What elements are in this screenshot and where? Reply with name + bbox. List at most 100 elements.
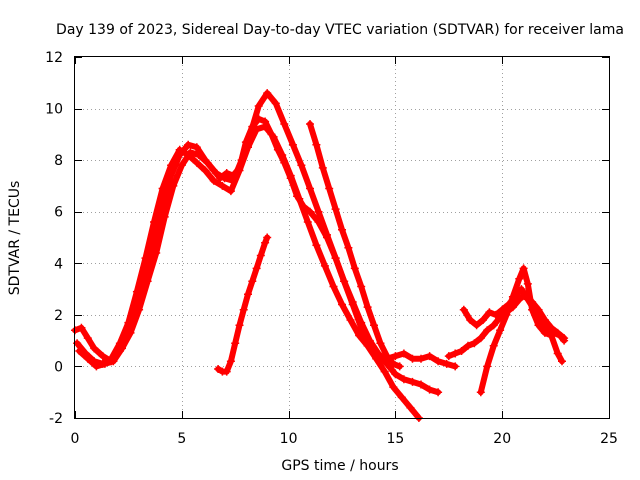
data-point-marker xyxy=(389,359,398,368)
data-point-marker xyxy=(306,120,314,128)
data-point-marker xyxy=(425,352,434,361)
data-point-marker xyxy=(547,323,556,332)
data-point-marker xyxy=(90,344,99,353)
data-point-marker xyxy=(312,241,321,250)
x-tick-label: 5 xyxy=(177,431,186,447)
data-point-marker xyxy=(220,174,229,183)
data-point-marker xyxy=(485,308,494,317)
data-point-marker xyxy=(344,243,353,252)
data-point-marker xyxy=(389,383,398,392)
series-line-arc-d xyxy=(215,234,271,375)
series-arc-e xyxy=(306,120,404,371)
data-point-marker xyxy=(141,254,150,263)
data-point-marker xyxy=(515,295,524,304)
data-point-marker xyxy=(246,130,255,139)
data-point-marker xyxy=(380,367,389,376)
data-point-marker xyxy=(464,341,472,350)
data-point-marker xyxy=(325,184,334,193)
data-point-marker xyxy=(560,334,569,343)
data-point-marker xyxy=(214,365,223,373)
data-point-marker xyxy=(184,140,193,149)
data-point-marker xyxy=(126,328,135,337)
data-point-marker xyxy=(256,251,265,260)
data-point-marker xyxy=(489,341,498,350)
data-point-marker xyxy=(150,218,158,226)
data-point-marker xyxy=(406,403,415,412)
data-point-marker xyxy=(451,362,460,371)
data-point-marker xyxy=(222,169,231,177)
data-point-marker xyxy=(442,359,451,368)
data-point-marker xyxy=(457,347,466,355)
y-tick-labels: -2 0 2 4 6 8 10 12 xyxy=(45,50,63,427)
data-point-marker xyxy=(397,393,406,402)
data-point-marker xyxy=(399,349,408,358)
data-point-marker xyxy=(239,305,248,314)
data-point-marker xyxy=(109,357,118,366)
x-tick-label: 10 xyxy=(280,431,298,447)
data-point-marker xyxy=(295,194,304,203)
data-point-marker xyxy=(175,145,184,154)
y-tick-label: 12 xyxy=(45,50,63,66)
data-point-marker xyxy=(118,344,126,353)
y-tick-label: 0 xyxy=(54,359,63,375)
x-tick-label: 25 xyxy=(600,431,618,447)
data-point-marker xyxy=(192,158,201,167)
data-point-marker xyxy=(226,187,235,196)
series-layer xyxy=(71,89,569,422)
data-point-marker xyxy=(502,310,511,319)
data-point-marker xyxy=(98,352,107,361)
data-point-marker xyxy=(553,349,562,358)
series-arc-c xyxy=(75,89,443,397)
data-point-marker xyxy=(329,282,338,291)
data-point-marker xyxy=(278,151,287,159)
data-point-marker xyxy=(519,264,528,273)
data-point-marker xyxy=(132,287,141,296)
data-point-marker xyxy=(261,122,270,131)
data-point-marker xyxy=(167,161,176,170)
data-point-marker xyxy=(376,339,385,348)
data-point-marker xyxy=(348,298,357,306)
y-axis-label: SDTVAR / TECUs xyxy=(7,181,23,296)
series-arc-b xyxy=(73,122,423,422)
data-point-marker xyxy=(303,218,312,226)
data-point-marker xyxy=(288,140,297,149)
data-point-marker xyxy=(391,352,400,361)
y-tick-label: 6 xyxy=(54,205,63,221)
data-point-marker xyxy=(338,225,346,234)
data-point-marker xyxy=(357,282,366,291)
y-tick-label: -2 xyxy=(49,411,63,427)
data-point-marker xyxy=(523,279,532,288)
data-point-marker xyxy=(75,347,84,355)
data-point-marker xyxy=(209,176,218,185)
data-point-marker xyxy=(169,181,178,190)
data-point-marker xyxy=(534,321,543,330)
data-point-marker xyxy=(417,354,425,363)
data-point-marker xyxy=(553,328,562,337)
x-tick-label: 20 xyxy=(493,431,511,447)
data-point-marker xyxy=(399,375,408,384)
data-point-marker xyxy=(320,261,329,270)
data-point-marker xyxy=(408,354,417,363)
chart-title: Day 139 of 2023, Sidereal Day-to-day VTE… xyxy=(56,22,624,38)
data-point-marker xyxy=(263,89,272,98)
data-point-marker xyxy=(323,230,331,239)
data-point-marker xyxy=(340,277,349,286)
data-point-marker xyxy=(363,303,372,312)
data-point-marker xyxy=(252,264,261,273)
x-tick-label: 0 xyxy=(71,431,80,447)
data-point-marker xyxy=(226,357,235,366)
data-point-marker xyxy=(254,102,263,110)
data-point-marker xyxy=(77,323,86,332)
data-point-marker xyxy=(483,326,492,335)
data-point-marker xyxy=(160,212,169,221)
data-point-marker xyxy=(355,331,364,340)
data-point-marker xyxy=(444,352,453,361)
series-arc-h xyxy=(476,264,566,397)
data-point-marker xyxy=(547,331,556,340)
data-point-marker xyxy=(508,292,517,301)
data-point-marker xyxy=(483,362,492,371)
data-point-marker xyxy=(158,184,167,193)
data-point-marker xyxy=(365,336,374,345)
x-tick-label: 15 xyxy=(386,431,404,447)
data-point-marker xyxy=(357,318,366,327)
